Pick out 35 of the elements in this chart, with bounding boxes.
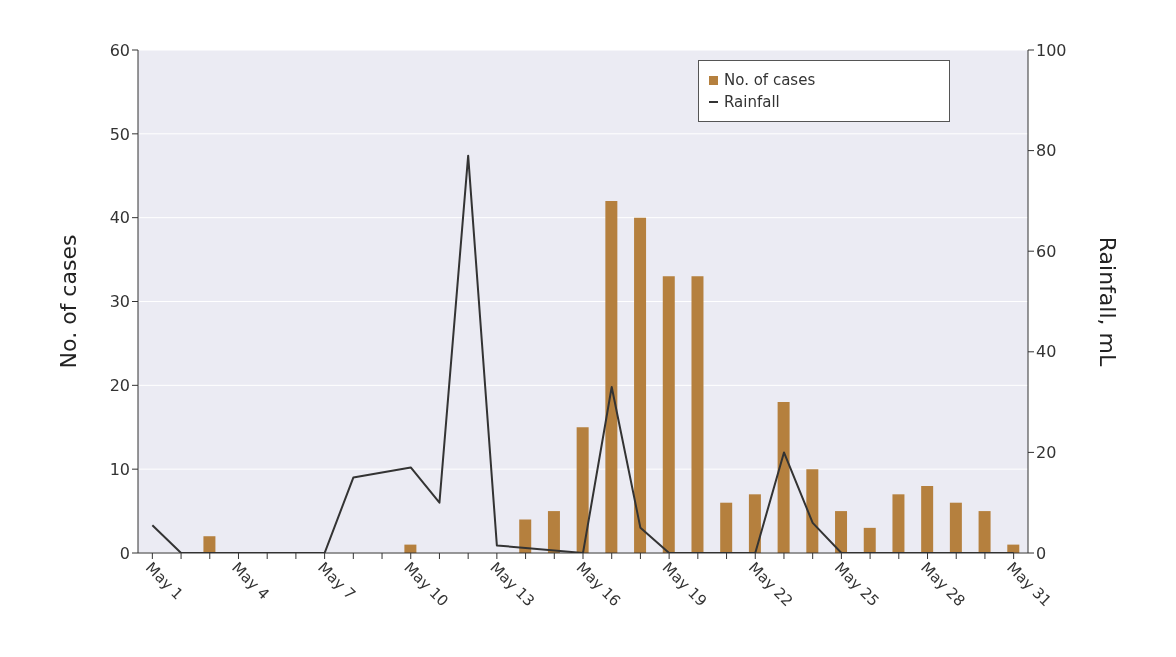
y-axis-title: No. of cases — [55, 234, 81, 369]
bar — [547, 511, 560, 553]
y-tick-label: 20 — [109, 376, 130, 396]
bar — [203, 536, 216, 553]
bar — [748, 494, 761, 553]
y-tick-label: 10 — [109, 459, 130, 479]
bar — [835, 511, 848, 553]
bar — [691, 276, 704, 553]
y2-tick-label: 80 — [1036, 141, 1057, 161]
bar — [863, 527, 876, 553]
bar — [806, 469, 819, 553]
y2-tick-label: 20 — [1036, 443, 1057, 463]
y-tick-label: 60 — [109, 40, 130, 60]
y2-tick-label: 40 — [1036, 342, 1057, 362]
legend-label: No. of cases — [724, 70, 816, 91]
y-tick-label: 30 — [109, 292, 130, 312]
y-tick-label: 40 — [109, 208, 130, 228]
bar — [720, 502, 733, 553]
bar — [777, 402, 790, 553]
y2-tick-label: 60 — [1036, 241, 1057, 261]
bar — [978, 511, 991, 553]
legend-label: Rainfall — [724, 92, 780, 113]
bar — [892, 494, 905, 553]
bar — [921, 485, 934, 553]
y2-tick-label: 0 — [1036, 543, 1047, 563]
bar — [949, 502, 962, 553]
y-tick-label: 0 — [119, 543, 130, 563]
y2-axis-title: Rainfall, mL — [1095, 236, 1121, 367]
bar — [519, 519, 532, 553]
bar — [576, 427, 589, 553]
bar — [634, 217, 647, 553]
bar — [662, 276, 675, 553]
bar — [605, 200, 618, 553]
y2-tick-label: 100 — [1036, 40, 1067, 60]
y-tick-label: 50 — [109, 124, 130, 144]
